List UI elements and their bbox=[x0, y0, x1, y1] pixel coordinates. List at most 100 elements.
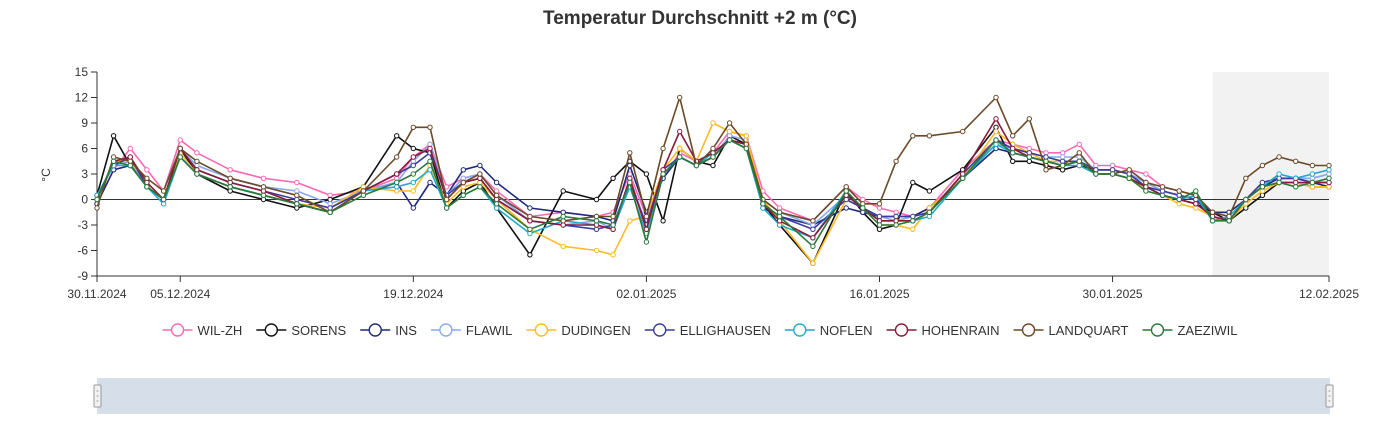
legend-label: FLAWIL bbox=[466, 323, 512, 338]
data-point bbox=[1059, 167, 1066, 173]
legend-item-wil-zh[interactable]: WIL-ZH bbox=[162, 323, 243, 338]
data-point bbox=[1259, 179, 1266, 186]
data-point bbox=[1276, 171, 1282, 177]
data-point bbox=[893, 222, 899, 228]
data-point bbox=[1259, 192, 1266, 199]
data-point bbox=[1193, 201, 1199, 207]
data-point bbox=[810, 243, 816, 250]
data-point bbox=[1243, 196, 1249, 203]
legend-item-ins[interactable]: INS bbox=[360, 323, 417, 338]
data-point bbox=[843, 205, 849, 211]
data-point bbox=[1159, 192, 1166, 199]
navigator-range[interactable] bbox=[97, 378, 1330, 414]
data-point bbox=[427, 145, 433, 152]
data-point bbox=[394, 184, 400, 190]
data-point bbox=[610, 226, 616, 233]
data-point bbox=[1043, 158, 1049, 165]
legend-item-hohenrain[interactable]: HOHENRAIN bbox=[886, 323, 1000, 338]
y-tick-label: -6 bbox=[77, 244, 88, 258]
data-point bbox=[410, 205, 416, 211]
legend-label: WIL-ZH bbox=[198, 323, 243, 338]
data-point bbox=[1259, 162, 1266, 169]
data-point bbox=[1143, 188, 1149, 194]
data-point bbox=[610, 252, 616, 258]
data-point bbox=[110, 133, 117, 139]
legend-item-ellighausen[interactable]: ELLIGHAUSEN bbox=[644, 323, 771, 338]
x-tick-label: 19.12.2024 bbox=[383, 287, 443, 301]
data-point bbox=[110, 154, 117, 160]
x-tick-label: 02.01.2025 bbox=[616, 287, 676, 301]
legend-item-landquart[interactable]: LANDQUART bbox=[1013, 323, 1129, 338]
data-point bbox=[1293, 158, 1299, 165]
data-point bbox=[1293, 184, 1299, 190]
data-point bbox=[1293, 179, 1299, 186]
legend: WIL-ZH SORENS INS FLAWIL DUDINGEN ELLIGHAUSEN… bbox=[162, 323, 1237, 338]
data-point bbox=[1026, 154, 1033, 160]
data-point bbox=[477, 162, 483, 169]
data-point bbox=[493, 201, 500, 207]
data-point bbox=[1309, 162, 1316, 169]
data-point bbox=[94, 205, 100, 211]
series-zaeziwil bbox=[94, 137, 1332, 250]
legend-label: NOFLEN bbox=[820, 323, 873, 338]
data-point bbox=[360, 188, 367, 194]
y-axis-title: °C bbox=[39, 168, 53, 182]
legend-item-sorens[interactable]: SORENS bbox=[256, 323, 347, 338]
data-point bbox=[710, 145, 716, 152]
data-point bbox=[1326, 184, 1332, 190]
data-point bbox=[94, 196, 100, 203]
data-point bbox=[710, 154, 716, 160]
data-point bbox=[910, 226, 916, 233]
series-line bbox=[96, 118, 1329, 239]
data-point bbox=[460, 192, 466, 199]
data-point bbox=[1193, 188, 1199, 194]
data-point bbox=[527, 213, 533, 220]
data-point bbox=[710, 120, 716, 126]
legend-item-zaeziwil[interactable]: ZAEZIWIL bbox=[1142, 323, 1237, 338]
legend-marker bbox=[368, 323, 382, 337]
data-point bbox=[327, 205, 333, 211]
legend-label: ELLIGHAUSEN bbox=[680, 323, 771, 338]
data-point bbox=[910, 133, 916, 139]
data-point bbox=[410, 145, 416, 152]
data-point bbox=[410, 124, 416, 131]
data-point bbox=[144, 184, 150, 190]
legend-marker bbox=[534, 323, 549, 337]
legend-marker bbox=[170, 323, 185, 337]
data-point bbox=[1243, 175, 1249, 182]
data-point bbox=[227, 184, 233, 190]
data-point bbox=[776, 205, 783, 211]
data-point bbox=[643, 213, 650, 220]
data-point bbox=[144, 167, 150, 173]
data-point bbox=[427, 158, 433, 165]
legend-item-noflen[interactable]: NOFLEN bbox=[784, 323, 873, 338]
data-point bbox=[993, 128, 999, 135]
legend-item-dudingen[interactable]: DUDINGEN bbox=[526, 323, 631, 338]
data-point bbox=[1209, 209, 1216, 216]
data-point bbox=[144, 175, 150, 182]
legend-marker bbox=[1021, 323, 1036, 337]
data-point bbox=[643, 239, 650, 245]
data-point bbox=[260, 175, 267, 182]
data-point bbox=[410, 154, 416, 160]
data-point bbox=[926, 133, 933, 139]
data-point bbox=[1159, 184, 1166, 190]
data-point bbox=[810, 226, 816, 233]
data-point bbox=[560, 213, 566, 220]
navigator[interactable] bbox=[93, 378, 1334, 414]
data-point bbox=[177, 137, 183, 143]
data-point bbox=[443, 196, 450, 203]
data-point bbox=[477, 171, 483, 177]
series-layer bbox=[94, 94, 1332, 266]
legend-item-flawil[interactable]: FLAWIL bbox=[430, 323, 512, 338]
data-point bbox=[1043, 154, 1049, 160]
data-point bbox=[593, 247, 600, 254]
data-point bbox=[177, 154, 183, 160]
data-point bbox=[710, 162, 716, 169]
data-point bbox=[427, 124, 433, 131]
legend-label: INS bbox=[395, 323, 417, 338]
data-point bbox=[677, 94, 683, 101]
data-point bbox=[560, 188, 566, 194]
data-point bbox=[726, 120, 733, 126]
y-tick-label: 6 bbox=[81, 142, 88, 156]
